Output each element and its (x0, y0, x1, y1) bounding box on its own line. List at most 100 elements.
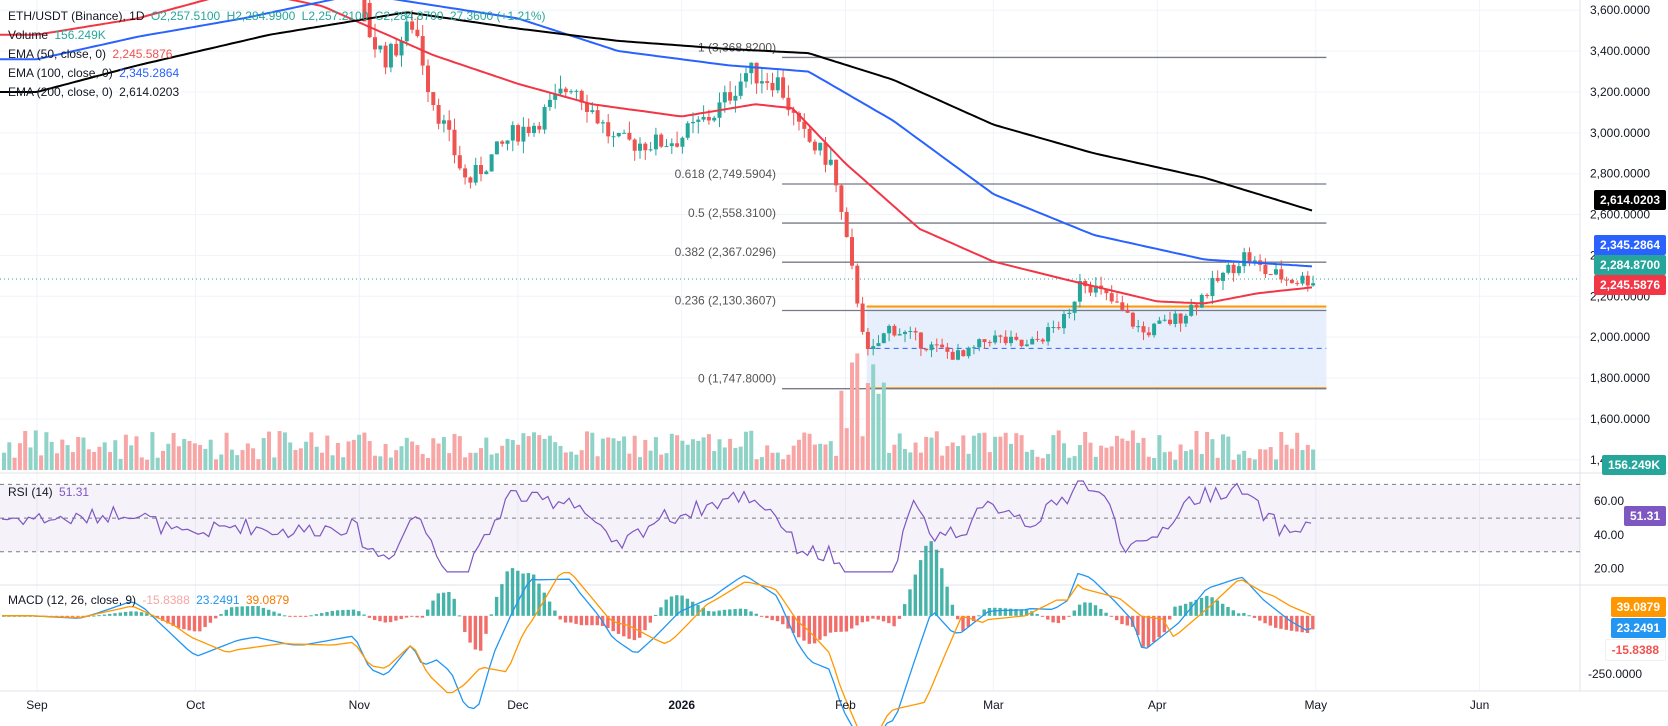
candle-body (982, 339, 987, 343)
candle-body (627, 132, 632, 140)
volume-bar (1162, 452, 1167, 470)
volume-bar (797, 439, 801, 470)
macd-hist-bar (1125, 615, 1129, 626)
volume-bar (839, 390, 844, 470)
volume-bar (961, 435, 966, 470)
macd-legend-line: 23.2491 (196, 593, 240, 607)
candle-body (510, 125, 515, 141)
macd-hist-bar (574, 615, 578, 624)
macd-hist-bar (351, 609, 356, 616)
macd-hist-bar (102, 614, 107, 616)
ema50-legend[interactable]: EMA (50, close, 0) 2,245.5876 (8, 46, 175, 63)
ema50-price-tag: 2,245.5876 (1593, 275, 1666, 295)
volume-bar (129, 445, 134, 470)
ema200-legend-value: 2,614.0203 (119, 85, 180, 99)
candle-body (553, 93, 558, 100)
volume-bar (791, 445, 796, 470)
volume-bar (1040, 458, 1045, 470)
volume-bar (383, 444, 388, 470)
candle-body (871, 346, 876, 349)
rsi-legend[interactable]: RSI (14) 51.31 (8, 484, 92, 501)
candle-body (818, 142, 823, 151)
volume-bar (86, 449, 91, 470)
macd-hist-bar (775, 615, 780, 622)
volume-bar (648, 450, 653, 470)
candle-body (1104, 289, 1109, 294)
volume-bar (436, 443, 441, 470)
macd-hist-bar (251, 605, 255, 616)
price-axis-label: 3,600.0000 (1590, 3, 1650, 17)
candle-body (834, 159, 839, 186)
macd-legend[interactable]: MACD (12, 26, close, 9) -15.8388 23.2491… (8, 592, 292, 609)
macd-hist-bar (441, 592, 446, 616)
macd-hist-bar (638, 615, 642, 638)
symbol-title[interactable]: ETH/USDT (Binance), 1D (8, 9, 145, 23)
volume-bar (346, 441, 351, 470)
volume-bar (828, 441, 833, 470)
macd-hist-bar (844, 615, 849, 632)
volume-bar (754, 459, 759, 470)
macd-hist-bar (457, 615, 462, 617)
macd-hist-bar (1046, 615, 1050, 620)
volume-bar (881, 382, 886, 470)
macd-hist-bar (134, 611, 138, 616)
volume-bar (70, 452, 75, 470)
volume-bar (500, 445, 505, 470)
volume-bar (1247, 458, 1252, 470)
candle-body (648, 149, 653, 151)
volume-bar (516, 444, 521, 470)
volume-bar (675, 435, 680, 470)
candle-body (812, 141, 817, 151)
volume-bar (717, 439, 722, 470)
macd-hist-bar (182, 615, 186, 630)
candle-body (632, 139, 637, 151)
macd-hist-bar (929, 541, 933, 616)
macd-hist-bar (494, 596, 499, 616)
ohlc-low: L2,257.2100 (301, 9, 369, 23)
volume-bar (17, 443, 22, 470)
ema200-legend[interactable]: EMA (200, close, 0) 2,614.0203 (8, 84, 182, 101)
volume-bar (1141, 437, 1146, 470)
volume-legend[interactable]: Volume 156.249K (8, 27, 109, 44)
volume-bar (1046, 453, 1051, 470)
volume-bar (1109, 446, 1114, 470)
candle-body (1152, 323, 1157, 336)
macd-hist-bar (293, 615, 297, 617)
volume-bar (547, 435, 552, 470)
candle-body (600, 122, 605, 124)
candle-body (1014, 336, 1019, 340)
volume-bar (579, 450, 584, 470)
price-axis-label: 3,000.0000 (1590, 126, 1650, 140)
candle-body (675, 143, 680, 147)
macd-hist-bar (908, 589, 912, 616)
ema100-legend[interactable]: EMA (100, close, 0) 2,345.2864 (8, 65, 182, 82)
volume-bar (224, 432, 229, 470)
candle-body (1040, 339, 1045, 342)
macd-hist-bar (1120, 615, 1124, 625)
macd-hist-bar (426, 609, 430, 616)
volume-bar (463, 457, 468, 470)
candle-body (934, 344, 939, 346)
macd-hist-bar (1226, 607, 1230, 616)
time-axis-label: Apr (1148, 698, 1167, 712)
macd-hist-bar (956, 615, 960, 620)
candle-body (770, 82, 775, 91)
candle-body (489, 154, 494, 172)
candle-body (1295, 283, 1300, 285)
macd-hist-bar (685, 598, 690, 616)
volume-bar (2, 452, 6, 470)
macd-histogram (2, 541, 1315, 651)
volume-legend-label: Volume (8, 28, 49, 42)
candle-body (1051, 327, 1056, 329)
macd-hist-bar (1215, 600, 1220, 616)
volume-bar (871, 364, 876, 470)
macd-hist-bar (309, 615, 313, 617)
candle-body (643, 143, 648, 151)
macd-hist-bar (892, 615, 896, 627)
candle-body (844, 211, 849, 238)
macd-hist-bar (139, 612, 144, 616)
volume-bar (108, 452, 112, 470)
volume-bar (971, 435, 976, 470)
macd-hist-bar (214, 615, 218, 619)
